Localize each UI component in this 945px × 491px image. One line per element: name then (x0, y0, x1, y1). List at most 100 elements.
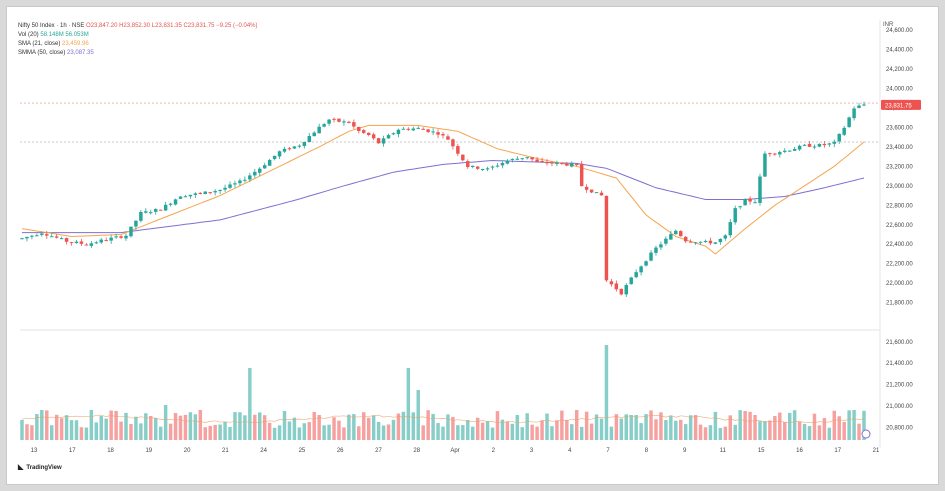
volume-bar (322, 425, 326, 440)
candle-body (802, 144, 807, 146)
candle-body (307, 135, 312, 142)
volume-bar (619, 418, 624, 440)
candle-body (599, 192, 604, 196)
volume-bar (817, 425, 822, 440)
replay-icon (861, 429, 871, 439)
candle-body (426, 129, 430, 132)
volume-bar (778, 412, 782, 440)
candle-body (817, 143, 822, 147)
candle-body (129, 226, 133, 237)
candle-body (352, 122, 356, 127)
volume-bar (203, 427, 207, 440)
candle-body (391, 133, 396, 135)
candle-body (178, 196, 183, 199)
candle-body (168, 203, 173, 205)
volume-bar (248, 368, 252, 440)
candle-body (783, 150, 787, 152)
volume-bar (664, 420, 668, 440)
volume-bar (327, 424, 331, 440)
price-tick-label: 24,200.00 (886, 67, 913, 73)
volume-bar (153, 418, 158, 440)
price-tick-label: 23,600.00 (886, 125, 913, 131)
price-tick-label: 21,600.00 (886, 340, 913, 346)
candle-body (277, 151, 282, 157)
tradingview-logo[interactable]: ◣ TradingView (18, 463, 62, 471)
candle-body (411, 128, 416, 131)
candle-body (728, 222, 733, 236)
candle-body (797, 145, 802, 150)
candle-body (535, 159, 539, 162)
volume-bar (599, 418, 604, 440)
candle-body (456, 146, 460, 154)
candle-body (381, 138, 386, 144)
candle-body (555, 162, 559, 165)
volume-bar (312, 411, 316, 440)
volume-bar (411, 412, 416, 440)
volume-bar (515, 415, 520, 440)
volume-bar (223, 421, 227, 440)
volume-bar (743, 410, 747, 440)
candle-body (124, 235, 128, 239)
price-tick-label: 21,800.00 (886, 301, 913, 307)
volume-bar (45, 410, 49, 440)
candle-body (629, 277, 633, 285)
volume-bar (560, 410, 564, 440)
legend-sma-row[interactable]: SMA (21, close) 23,459.96 (18, 40, 258, 49)
candle-body (525, 157, 529, 159)
volume-bar (139, 423, 143, 440)
volume-bar (574, 410, 579, 440)
volume-bar (297, 427, 302, 440)
volume-bar (114, 410, 118, 440)
candle-body (158, 209, 163, 211)
volume-bar (253, 414, 257, 440)
time-tick-label: 24 (260, 448, 267, 454)
candle-body (327, 119, 331, 124)
time-tick-label: 26 (337, 448, 344, 454)
candle-body (842, 127, 846, 135)
price-tick-label: 23,000.00 (886, 184, 913, 190)
volume-bar (842, 421, 846, 440)
volume-bar (847, 410, 851, 440)
candle-body (287, 148, 292, 150)
candle-body (768, 153, 772, 155)
candle-body (213, 191, 217, 193)
candle-body (302, 141, 307, 146)
volume-bar (565, 419, 569, 440)
time-tick-label: 16 (796, 448, 803, 454)
volume-bar (683, 424, 688, 440)
candle-body (644, 261, 648, 266)
candle-body (153, 209, 158, 212)
candle-body (248, 175, 252, 180)
volume-bar (59, 418, 64, 440)
candle-body (371, 134, 376, 139)
volume-bar (510, 423, 515, 440)
volume-bar (381, 425, 386, 440)
legend-title-row[interactable]: Nifty 50 Index · 1h · NSE O23,847.20 H23… (18, 22, 258, 31)
candle-body (659, 244, 663, 248)
candle-body (748, 198, 752, 202)
volume-bar (396, 413, 401, 440)
volume-bar (470, 426, 475, 440)
volume-bar (149, 416, 153, 440)
legend-volume-row[interactable]: Vol (20) 58.148M 56.053M (18, 31, 258, 40)
candle-body (20, 238, 24, 240)
candle-body (69, 242, 74, 244)
volume-bar (342, 427, 346, 440)
volume-bar (594, 414, 599, 440)
candle-body (773, 153, 777, 155)
volume-bar (629, 415, 633, 440)
time-tick-label: 13 (31, 448, 38, 454)
candle-body (614, 283, 619, 290)
price-axis-unit[interactable]: INR (883, 22, 894, 28)
candle-body (787, 150, 792, 152)
volume-bar (376, 421, 381, 440)
volume-bar (144, 413, 148, 440)
volume-bar (371, 415, 376, 440)
candle-body (94, 242, 99, 244)
legend-smma-row[interactable]: SMMA (50, close) 23,087.35 (18, 49, 258, 58)
volume-pane-tick-label: 21,200.00 (886, 383, 913, 389)
candle-body (228, 184, 232, 188)
volume-bar (391, 419, 396, 440)
candle-body (475, 166, 480, 169)
